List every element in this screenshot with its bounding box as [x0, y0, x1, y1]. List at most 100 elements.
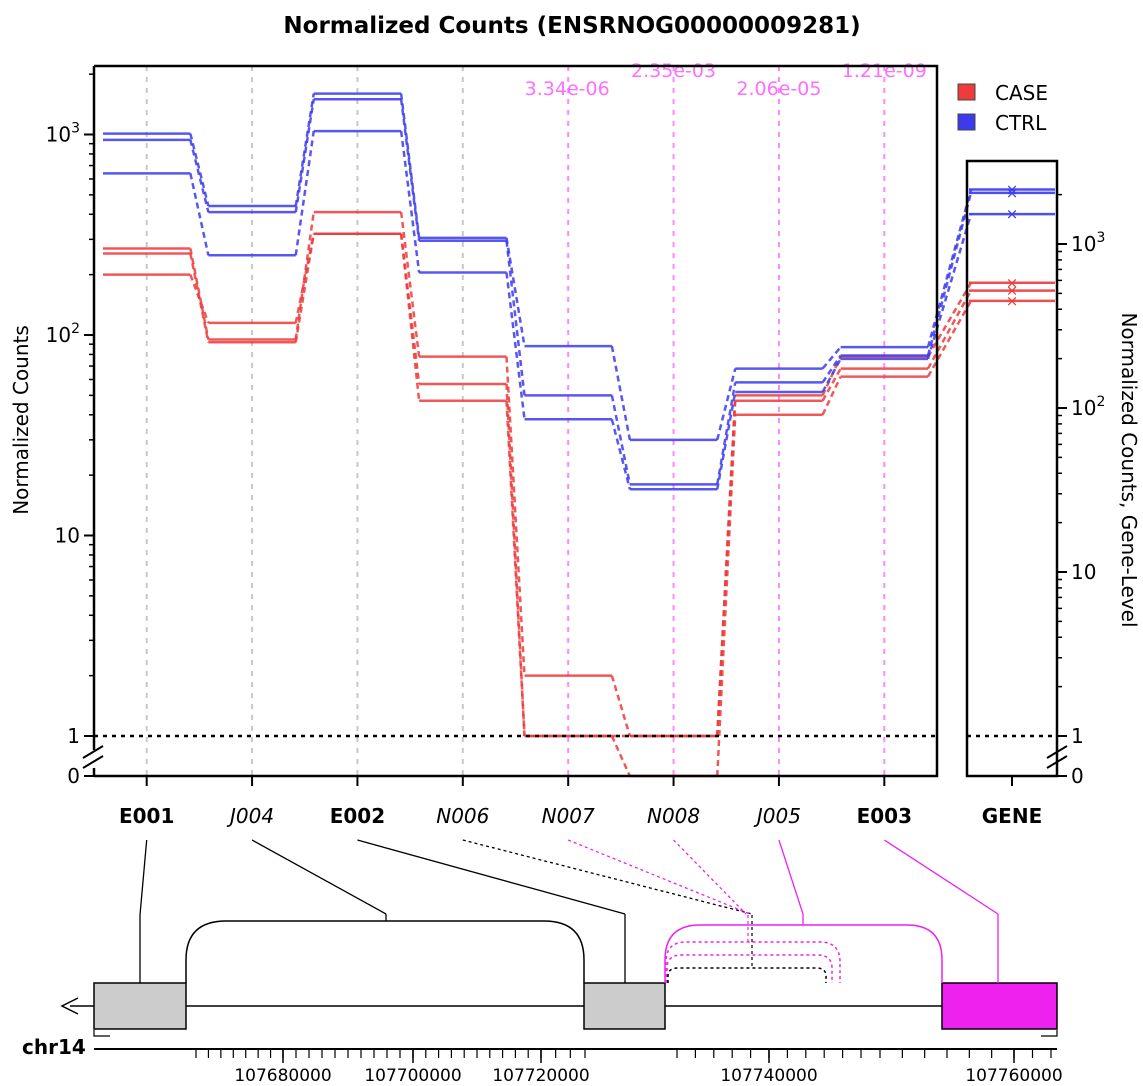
junction-arc-j004: [185, 920, 585, 983]
series-connector: [716, 400, 737, 737]
right-y-tick-label: 102: [1071, 394, 1105, 420]
pvalue-label-n008: 2.35e-03: [631, 60, 716, 82]
series-connector: [189, 139, 210, 213]
pvalue-label-n007: 3.34e-06: [525, 78, 610, 100]
series-connector: [610, 418, 632, 490]
y-tick-label: 102: [46, 321, 80, 347]
series-connector: [505, 272, 526, 420]
series-connector: [189, 274, 210, 324]
feature-label-gene: GENE: [982, 804, 1042, 828]
right-y-tick-label: 0: [1071, 764, 1084, 788]
legend-label-ctrl: CTRL: [995, 111, 1047, 135]
axis-break-mark: [1046, 745, 1068, 759]
gene-level-ctrl-marker: ×: [1006, 205, 1019, 223]
feature-label-e001: E001: [119, 804, 174, 828]
series-case-1: [103, 210, 973, 738]
series-gene-connector: [926, 213, 973, 360]
feature-connector-j004: [251, 839, 387, 915]
series-connector: [505, 383, 526, 737]
series-gene-connector: [926, 300, 973, 378]
series-connector: [505, 400, 526, 737]
feature-label-j005: J005: [753, 804, 801, 828]
series-connector: [610, 395, 632, 485]
legend-label-case: CASE: [995, 81, 1048, 105]
series-connector: [399, 211, 421, 357]
series-case-2: [103, 232, 973, 738]
y-tick-label: 10: [55, 524, 80, 548]
series-ctrl-5: [103, 97, 973, 486]
exon-box-e002: [583, 982, 666, 1030]
right-y-tick-label: 10: [1071, 560, 1096, 584]
junction-arc-n006: [667, 967, 827, 983]
axis-break-mark: [1046, 755, 1068, 769]
series-connector: [294, 130, 315, 256]
series-connector: [821, 358, 842, 393]
y-axis-title: Normalized Counts: [9, 325, 33, 515]
feature-connector-j005: [778, 839, 804, 915]
series-connector: [821, 354, 842, 384]
feature-label-e003: E003: [857, 804, 912, 828]
feature-label-n008: N008: [647, 804, 700, 828]
series-connector: [294, 98, 315, 213]
series-connector: [610, 735, 632, 777]
chart-title: Normalized Counts (ENSRNOG00000009281): [283, 13, 860, 39]
series-gene-connector: [926, 289, 973, 370]
y-tick-label: 1: [67, 724, 80, 748]
axis-break-mark: [82, 755, 104, 769]
junction-arc-j005: [664, 924, 943, 983]
series-connector: [189, 173, 210, 256]
right-y-tick-label: 103: [1071, 230, 1105, 256]
series-connector: [716, 368, 737, 441]
pvalue-label-e003: 1.21e-09: [842, 60, 927, 82]
y-tick-label: 0: [67, 764, 80, 788]
feature-label-j004: J004: [226, 804, 274, 828]
series-connector: [716, 391, 737, 490]
series-ctrl-4: [103, 92, 973, 442]
gene-level-case-marker: ×: [1006, 274, 1019, 292]
series-connector: [505, 240, 526, 396]
series-gene-connector: [926, 282, 973, 358]
series-connector: [610, 675, 632, 737]
series-gene-connector: [926, 189, 973, 348]
series-connector: [505, 356, 526, 676]
gene-level-case-marker: ×: [1006, 282, 1019, 300]
feature-connector-n007: [567, 839, 751, 915]
pvalue-label-j005: 2.06e-05: [736, 78, 821, 100]
genome-x-tick-label: 107740000: [720, 1066, 817, 1086]
exon-box-e003: [941, 982, 1058, 1030]
feature-connector-n006: [462, 839, 753, 915]
feature-label-e002: E002: [330, 804, 385, 828]
series-connector: [399, 233, 421, 401]
series-connector: [716, 414, 737, 777]
series-connector: [399, 99, 421, 241]
series-connector: [610, 345, 632, 441]
feature-label-n006: N006: [436, 804, 489, 828]
exon-bracket: [1041, 1030, 1058, 1037]
series-connector: [505, 237, 526, 347]
genome-x-tick-label: 107760000: [965, 1066, 1062, 1086]
gene-panel-frame: [965, 159, 1059, 778]
feature-label-n007: N007: [542, 804, 595, 828]
gene-level-case-marker: ×: [1006, 292, 1019, 310]
feature-connector-e001: [139, 839, 148, 916]
series-connector: [399, 93, 421, 239]
exon-bracket: [93, 1030, 110, 1037]
series-connector: [189, 133, 210, 207]
series-connector: [716, 382, 737, 485]
feature-connector-e002: [357, 839, 626, 915]
legend-swatch-ctrl: [957, 113, 976, 131]
junction-arc-n007: [666, 954, 833, 983]
series-gene-connector: [926, 192, 973, 356]
plot-frame: [94, 64, 939, 778]
right-y-tick-label: 1: [1071, 724, 1084, 748]
strand-arrow-icon: [60, 997, 79, 1015]
genome-x-tick-label: 107720000: [492, 1066, 589, 1086]
series-connector: [821, 367, 842, 402]
series-connector: [821, 376, 842, 416]
series-connector: [399, 130, 421, 273]
chromosome-label: chr14: [22, 1035, 86, 1059]
legend-swatch-case: [957, 83, 976, 101]
gene-level-ctrl-marker: ×: [1006, 184, 1019, 202]
genome-x-tick-label: 107700000: [364, 1066, 461, 1086]
